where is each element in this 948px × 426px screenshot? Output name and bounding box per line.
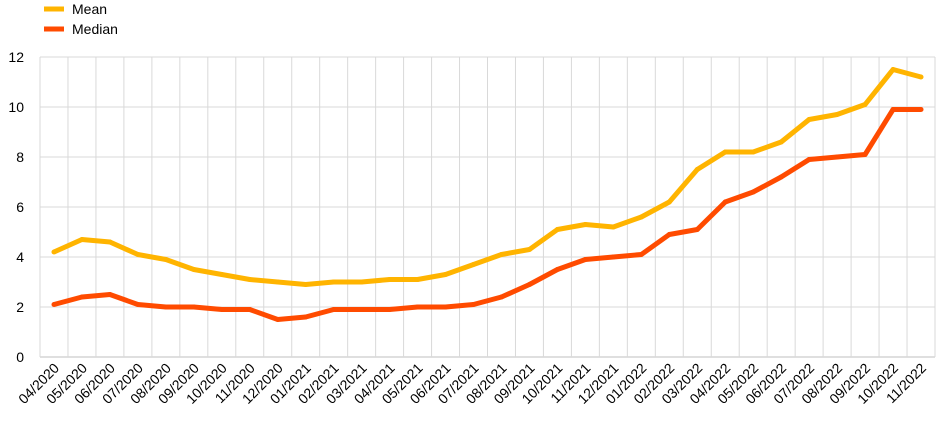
data-point-median xyxy=(415,304,421,310)
y-tick-label: 0 xyxy=(16,349,24,365)
data-point-median xyxy=(722,199,728,205)
legend-label-mean: Mean xyxy=(72,1,107,17)
data-point-mean xyxy=(135,252,141,257)
data-point-mean xyxy=(331,279,337,285)
data-point-median xyxy=(443,304,449,310)
data-point-mean xyxy=(778,139,784,145)
data-point-median xyxy=(750,189,756,195)
data-point-median xyxy=(890,107,896,112)
data-point-mean xyxy=(834,112,840,117)
data-point-mean xyxy=(51,249,57,255)
y-axis-ticks: 0 2 4 6 8 10 12 xyxy=(8,49,24,365)
data-point-mean xyxy=(582,222,588,227)
series-line-median xyxy=(53,107,922,322)
data-point-median xyxy=(554,267,560,272)
y-tick-label: 8 xyxy=(16,149,24,165)
x-axis-ticks: 04/202005/202006/202007/202008/202009/20… xyxy=(15,360,929,407)
series-lines xyxy=(51,67,924,322)
data-point-median xyxy=(694,227,700,232)
data-point-median xyxy=(359,307,365,312)
data-point-mean xyxy=(107,239,113,245)
data-point-median xyxy=(610,254,616,260)
data-point-mean xyxy=(918,74,924,80)
data-point-mean xyxy=(498,252,504,257)
data-point-median xyxy=(163,304,169,310)
data-point-mean xyxy=(750,149,756,155)
series-line-mean xyxy=(52,67,922,287)
legend: Mean Median xyxy=(44,1,118,37)
data-point-mean xyxy=(471,262,477,267)
data-point-median xyxy=(51,302,57,307)
data-point-mean xyxy=(387,277,393,282)
data-point-median xyxy=(191,304,197,310)
data-point-median xyxy=(806,157,812,162)
data-point-median xyxy=(79,294,85,300)
data-point-median xyxy=(526,282,532,287)
data-point-mean xyxy=(359,279,365,285)
data-point-median xyxy=(834,154,840,160)
data-point-mean xyxy=(275,279,281,285)
data-point-mean xyxy=(415,277,421,282)
y-tick-label: 12 xyxy=(8,49,24,65)
data-point-mean xyxy=(722,149,728,155)
data-point-median xyxy=(303,314,309,320)
data-point-mean xyxy=(219,272,225,277)
data-point-mean xyxy=(247,277,253,282)
data-point-mean xyxy=(638,214,644,220)
data-point-median xyxy=(247,307,253,312)
data-point-mean xyxy=(694,167,700,172)
data-point-median xyxy=(275,317,281,322)
data-point-median xyxy=(778,174,784,180)
data-point-mean xyxy=(526,247,532,252)
data-point-median xyxy=(331,307,337,312)
data-point-mean xyxy=(303,282,309,287)
grid xyxy=(39,56,936,358)
data-point-mean xyxy=(862,102,868,107)
data-point-mean xyxy=(890,67,896,72)
y-tick-label: 6 xyxy=(16,199,24,215)
data-point-median xyxy=(862,152,868,157)
data-point-median xyxy=(107,292,113,297)
data-point-median xyxy=(387,307,393,312)
data-point-mean xyxy=(610,224,616,230)
data-point-median xyxy=(638,252,644,257)
data-point-median xyxy=(471,302,477,307)
y-tick-label: 10 xyxy=(8,99,24,115)
y-tick-label: 2 xyxy=(16,299,24,315)
data-point-mean xyxy=(79,237,85,242)
data-point-median xyxy=(498,294,504,300)
legend-label-median: Median xyxy=(72,21,118,37)
y-tick-label: 4 xyxy=(16,249,24,265)
data-point-mean xyxy=(666,199,672,205)
data-point-median xyxy=(666,232,672,237)
data-point-mean xyxy=(443,272,449,277)
data-point-median xyxy=(219,307,225,312)
data-point-mean xyxy=(806,117,812,122)
data-point-median xyxy=(582,257,588,262)
data-point-mean xyxy=(554,227,560,232)
data-point-median xyxy=(918,107,924,112)
data-point-mean xyxy=(163,257,169,262)
data-point-mean xyxy=(191,267,197,272)
data-point-median xyxy=(135,302,141,307)
